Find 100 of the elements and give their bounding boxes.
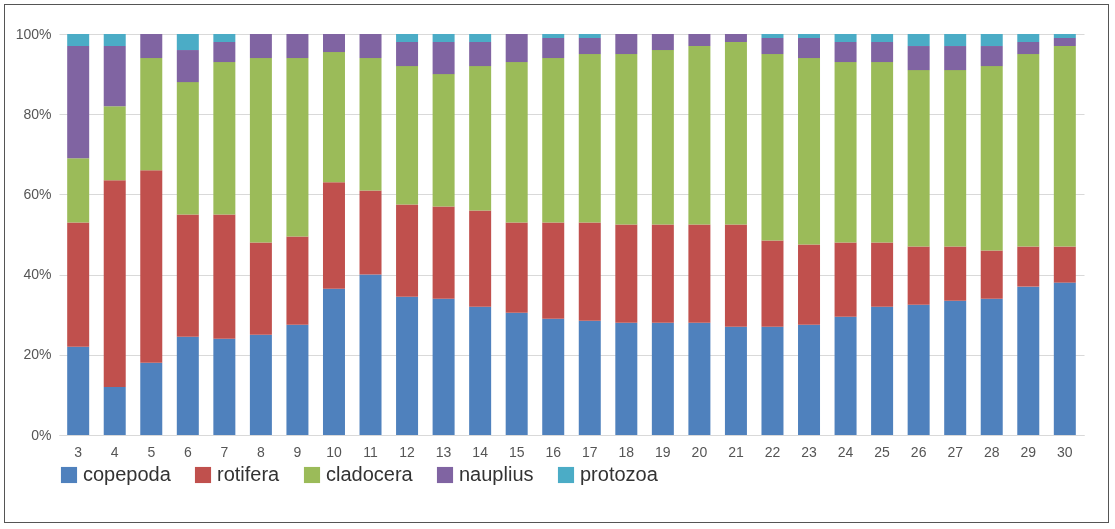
x-tick-label: 28 [983, 443, 1000, 460]
bar [798, 34, 821, 39]
bar [103, 106, 126, 181]
bar [67, 158, 90, 223]
bar [396, 34, 419, 43]
bar [761, 38, 784, 55]
legend-label: rotifera [217, 463, 281, 485]
y-tick-label: 20% [23, 346, 52, 363]
bar [724, 34, 747, 43]
y-tick-label: 40% [23, 266, 52, 283]
bar [834, 34, 857, 43]
x-tick-label: 27 [947, 443, 964, 460]
bar [980, 66, 1003, 251]
x-tick-label: 5 [147, 443, 156, 460]
bar [67, 222, 90, 347]
bar [359, 58, 382, 191]
bar [542, 34, 565, 39]
bar [103, 34, 126, 47]
bar [1053, 246, 1076, 283]
bar [688, 34, 711, 47]
bar [432, 74, 455, 207]
bar [651, 50, 674, 225]
bar [907, 46, 930, 71]
bar [651, 322, 674, 435]
bar [396, 296, 419, 435]
bar [432, 206, 455, 299]
bar [907, 34, 930, 47]
bar [980, 298, 1003, 435]
bar [396, 204, 419, 297]
bar [469, 306, 492, 435]
x-tick-label: 25 [874, 443, 891, 460]
bar [1053, 282, 1076, 435]
y-tick-label: 100% [15, 25, 52, 42]
legend-label: cladocera [326, 463, 414, 485]
bar [176, 34, 199, 51]
x-tick-label: 22 [764, 443, 781, 460]
x-tick-label: 20 [691, 443, 708, 460]
bar [103, 180, 126, 387]
bar [688, 322, 711, 435]
bar [615, 54, 638, 225]
bar [67, 346, 90, 435]
x-tick-label: 12 [399, 443, 416, 460]
bar [871, 42, 894, 63]
bar [944, 300, 967, 435]
bar [578, 54, 601, 223]
bar [322, 52, 345, 183]
bar [1017, 42, 1040, 55]
y-tick-label: 80% [23, 105, 52, 122]
bar [944, 46, 967, 71]
x-tick-label: 21 [728, 443, 744, 460]
bar [396, 66, 419, 205]
bar [286, 34, 309, 59]
bar [249, 242, 272, 335]
bar [761, 34, 784, 39]
bar [907, 304, 930, 435]
bar [688, 224, 711, 323]
bar [359, 34, 382, 59]
bar [761, 326, 784, 435]
bar [761, 54, 784, 241]
bar [834, 242, 857, 317]
bar [140, 362, 163, 435]
bar [249, 58, 272, 243]
x-tick-label: 9 [293, 443, 302, 460]
y-tick-label: 60% [23, 185, 52, 202]
bar [798, 244, 821, 325]
x-tick-label: 8 [257, 443, 265, 460]
x-tick-label: 17 [581, 443, 598, 460]
bar [469, 66, 492, 211]
bar [871, 34, 894, 43]
bar [871, 62, 894, 243]
bar [651, 34, 674, 51]
bar [724, 326, 747, 435]
bar [871, 242, 894, 307]
legend-label: nauplius [459, 463, 534, 485]
bar [1053, 34, 1076, 39]
bar [359, 190, 382, 275]
bar [1017, 286, 1040, 435]
bar [615, 224, 638, 323]
bar [578, 38, 601, 55]
bar [980, 250, 1003, 299]
bar [944, 246, 967, 301]
x-tick-label: 10 [326, 443, 342, 460]
bar [432, 298, 455, 435]
x-tick-label: 18 [618, 443, 635, 460]
bar [542, 38, 565, 59]
bar [542, 222, 565, 319]
bar [505, 312, 528, 435]
x-tick-label: 15 [508, 443, 525, 460]
bar [249, 34, 272, 59]
bar [213, 214, 236, 339]
bar [578, 320, 601, 435]
x-tick-label: 30 [1057, 443, 1073, 460]
bar [834, 62, 857, 243]
bar [322, 288, 345, 435]
x-tick-label: 4 [110, 443, 119, 460]
bar [469, 42, 492, 67]
bar [542, 318, 565, 435]
bar [907, 246, 930, 305]
bar [469, 34, 492, 43]
bar [432, 34, 455, 43]
